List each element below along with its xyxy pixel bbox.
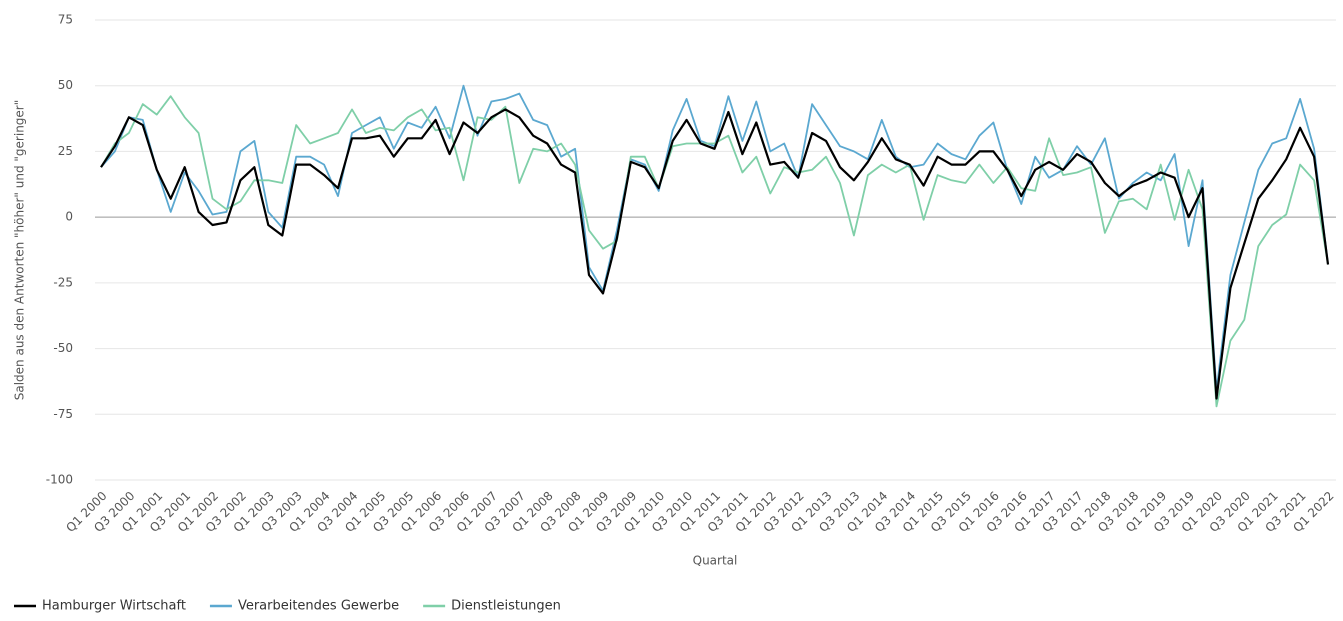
y-tick-label: 25	[58, 144, 73, 158]
legend-label: Hamburger Wirtschaft	[42, 599, 186, 614]
series-line	[100, 95, 1329, 408]
y-tick-label: -75	[53, 407, 73, 421]
legend-label: Dienstleistungen	[451, 599, 561, 614]
series-line	[100, 84, 1329, 392]
y-tick-label: -100	[46, 473, 73, 487]
y-tick-label: 50	[58, 78, 73, 92]
y-tick-label: -25	[53, 275, 73, 289]
x-axis-title: Quartal	[693, 554, 738, 568]
y-tick-label: 75	[58, 13, 73, 27]
y-axis-title: Salden aus den Antworten "höher" und "ge…	[13, 100, 27, 401]
y-tick-label: -50	[53, 341, 73, 355]
y-tick-label: 0	[65, 210, 73, 224]
series-line	[100, 108, 1330, 400]
legend-label: Verarbeitendes Gewerbe	[238, 599, 399, 614]
